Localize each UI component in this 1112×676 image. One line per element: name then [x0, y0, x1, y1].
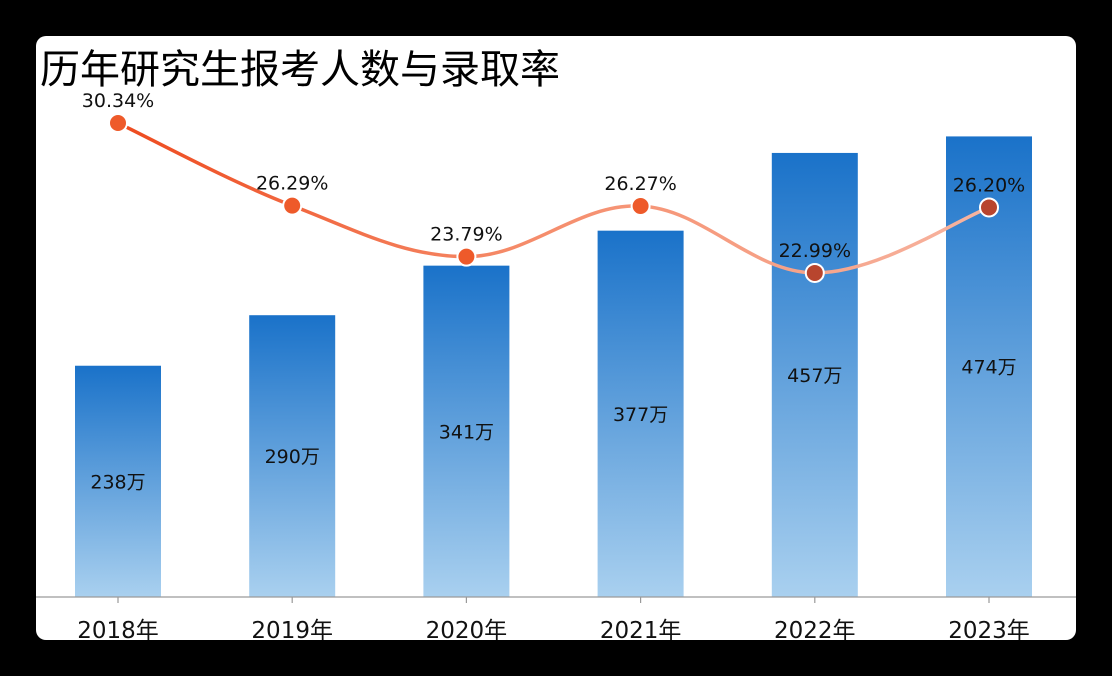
rate-line: [117, 121, 990, 275]
rate-marker: [630, 196, 651, 217]
x-tick-label: 2020年: [426, 618, 508, 640]
chart-plot: 238万 290万 341万 377万 457万 474万 2018年 2019年 2020年…: [36, 90, 1076, 640]
bar-value-label: 341万: [439, 421, 494, 443]
rate-marker: [804, 262, 825, 283]
x-tick-label: 2019年: [251, 618, 333, 640]
rate-line-layer: 30.34% 26.29% 23.79% 26.27% 22.99% 26.20%: [82, 90, 1025, 283]
chart-title: 历年研究生报考人数与录取率: [40, 47, 560, 93]
chart-window: 历年研究生报考人数与录取率 238万 290万 341万 377万 457万 474万 2…: [36, 36, 1076, 640]
bar: [597, 230, 684, 597]
bar: [423, 265, 510, 597]
rate-value-label: 26.20%: [953, 174, 1025, 196]
rate-marker: [108, 113, 128, 133]
x-tick-label: 2023年: [948, 618, 1030, 640]
x-axis: 2018年 2019年 2020年 2021年 2022年 2023年: [36, 596, 1076, 640]
bar-value-label: 457万: [787, 365, 842, 387]
x-tick-label: 2022年: [774, 618, 856, 640]
bar: [75, 365, 161, 597]
bar-value-label: 290万: [265, 446, 320, 468]
rate-value-label: 26.27%: [604, 173, 676, 195]
bar: [771, 152, 858, 597]
bar-value-label: 474万: [961, 357, 1016, 379]
rate-value-label: 26.29%: [256, 173, 328, 195]
rate-value-label: 22.99%: [779, 240, 851, 262]
bar: [249, 315, 336, 597]
bars-layer: 238万 290万 341万 377万 457万 474万: [75, 136, 1032, 598]
rate-value-label: 30.34%: [82, 90, 154, 112]
x-tick-label: 2021年: [600, 618, 682, 640]
rate-marker: [456, 246, 477, 267]
bar-value-label: 238万: [90, 471, 145, 493]
x-tick-label: 2018年: [77, 618, 159, 640]
bar-value-label: 377万: [613, 404, 668, 426]
rate-marker: [979, 197, 999, 218]
rate-value-label: 23.79%: [430, 224, 502, 246]
rate-marker: [282, 195, 303, 216]
